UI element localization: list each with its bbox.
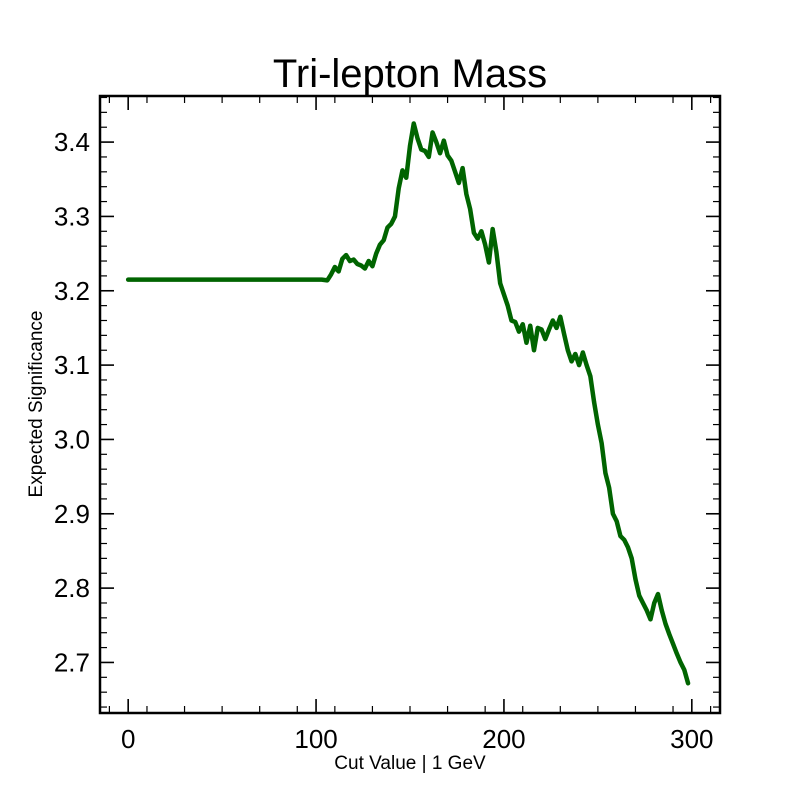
x-tick-label: 300: [670, 724, 713, 754]
y-tick-label: 3.3: [54, 201, 90, 231]
y-tick-label: 3.2: [54, 276, 90, 306]
series-layer: [125, 121, 691, 686]
x-tick-label: 200: [482, 724, 525, 754]
y-axis-label: Expected Significance: [26, 311, 47, 498]
y-tick-label: 3.0: [54, 424, 90, 454]
x-tick-label: 0: [121, 724, 135, 754]
y-tick-label: 3.1: [54, 350, 90, 380]
y-tick-label: 2.9: [54, 499, 90, 529]
axis-ticks: 0 100 200 300 2.7 2.8 2.9 3.0 3.1 3.2 3.3 3.4: [54, 96, 720, 754]
series-line: [125, 121, 691, 686]
plot-frame: [98, 94, 722, 715]
y-tick-label: 2.8: [54, 573, 90, 603]
y-tick-label: 3.4: [54, 127, 90, 157]
y-tick-label: 2.7: [54, 647, 90, 677]
x-axis-label: Cut Value | 1 GeV: [334, 753, 486, 774]
x-tick-label: 100: [294, 724, 337, 754]
chart-title: Tri-lepton Mass: [273, 52, 547, 96]
